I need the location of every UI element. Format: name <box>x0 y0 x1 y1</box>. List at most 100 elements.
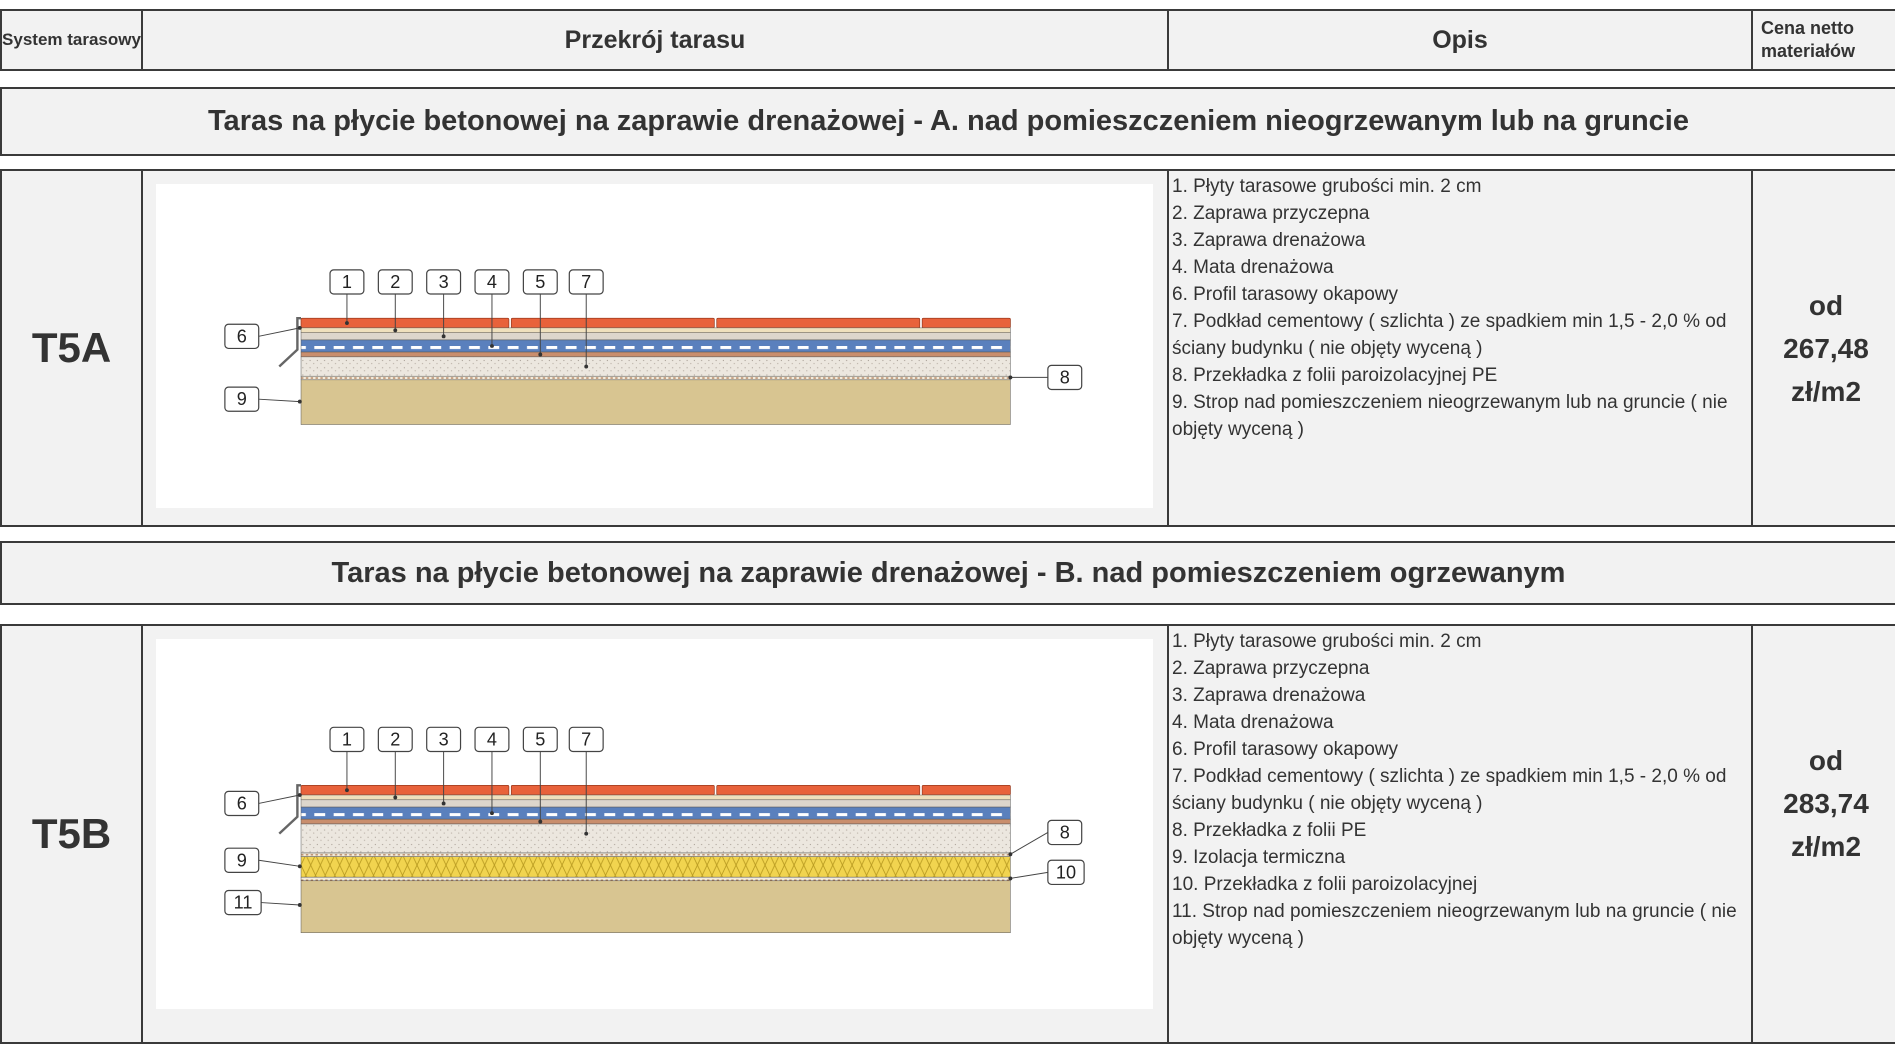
tile <box>300 317 510 329</box>
price-line: od <box>1808 289 1844 321</box>
description-item: 2. Zaprawa przyczepna <box>1172 203 1370 224</box>
layer-drain <box>300 332 1011 341</box>
layer-mat <box>300 339 1011 353</box>
callout-label: 3 <box>439 272 449 292</box>
system-code: T5A <box>31 324 112 371</box>
description-item: 6. Profil tarasowy okapowy <box>1172 739 1398 760</box>
system-row: T5B 1. Płyty tarasowe grubości min. 2 cm 2… <box>0 624 1895 1044</box>
divider <box>1751 11 1753 69</box>
leader <box>1010 832 1049 855</box>
header-row: System tarasowy Przekrój tarasu Opis Cen… <box>0 9 1895 71</box>
tile <box>300 784 510 796</box>
callout-box <box>224 847 260 873</box>
divider <box>141 171 143 525</box>
price: od 267,48 zł/m2 <box>1753 171 1895 525</box>
callout-label: 7 <box>581 272 591 292</box>
layer-mortar <box>300 794 1011 801</box>
divider <box>1751 171 1753 525</box>
leader-dot <box>297 325 302 330</box>
leader-dot <box>490 344 494 348</box>
callout-label: 11 <box>234 893 253 913</box>
tile <box>510 784 715 796</box>
callout-label: 6 <box>237 326 247 346</box>
leader-dot <box>1008 375 1013 380</box>
callout-box <box>568 269 604 295</box>
leader-dot <box>297 864 302 869</box>
callout-label: 5 <box>535 729 545 749</box>
description-item: 9. Izolacja termiczna <box>1172 847 1346 868</box>
callout-label: 8 <box>1060 367 1070 387</box>
callout-box <box>1047 364 1083 391</box>
leader <box>258 398 300 403</box>
callout-box <box>377 269 413 295</box>
leader-dot <box>441 334 446 339</box>
layer-ins <box>300 856 1011 878</box>
description-item: 4. Mata drenażowa <box>1172 257 1334 278</box>
section-title: Taras na płycie betonowej na zaprawie dr… <box>0 541 1895 605</box>
diagram: 1 2 3 4 5 7 6 9 11 8 10 <box>224 726 1085 934</box>
layer-mat <box>300 806 1011 820</box>
description-item: 8. Przekładka z folii paroizolacyjnej PE <box>1172 365 1498 386</box>
layer-screed <box>300 823 1011 854</box>
layer-foil <box>300 375 1011 381</box>
description-item: 7. Podkład cementowy ( szlichta ) ze spa… <box>1172 311 1727 359</box>
callout-label: 1 <box>342 729 352 749</box>
leader-dot <box>441 801 446 806</box>
tile <box>921 317 1011 329</box>
leader-dot <box>584 364 589 369</box>
section-title-text: Taras na płycie betonowej na zaprawie dr… <box>208 105 1689 137</box>
leader-dot <box>297 793 302 797</box>
page: System tarasowy Przekrój tarasu Opis Cen… <box>0 9 1895 1044</box>
callout-box <box>522 269 558 295</box>
leader-dot <box>538 352 543 357</box>
leader-dot <box>297 399 302 404</box>
leader-dot <box>297 903 302 907</box>
description-item: 3. Zaprawa drenażowa <box>1172 685 1366 706</box>
leader-dot <box>538 819 543 824</box>
layer-brown <box>300 351 1011 358</box>
edge-profile <box>278 316 302 368</box>
callout-box <box>329 726 365 753</box>
callout-box <box>377 726 413 753</box>
price-line: zł/m2 <box>1790 830 1862 862</box>
description-item: 8. Przekładka z folii PE <box>1172 820 1367 841</box>
price-line: od <box>1808 744 1844 776</box>
leader-dot <box>345 321 349 325</box>
callout-label: 9 <box>237 389 247 409</box>
edge-profile <box>278 784 302 835</box>
divider <box>141 11 143 69</box>
callout-box <box>224 323 260 350</box>
description-item: 3. Zaprawa drenażowa <box>1172 230 1366 251</box>
diagram: 1 2 3 4 5 7 6 9 8 <box>224 269 1083 425</box>
leader <box>258 327 300 337</box>
price-line: zł/m2 <box>1790 375 1862 407</box>
divider <box>141 626 143 1042</box>
callout-label: 2 <box>390 272 400 292</box>
tile <box>921 784 1011 796</box>
callout-label: 9 <box>237 850 247 870</box>
divider <box>1167 626 1169 1042</box>
diagram-image: 1 2 3 4 5 7 6 9 11 8 10 <box>156 639 1153 1009</box>
leader <box>261 902 300 906</box>
layer-screed <box>300 356 1011 377</box>
header-cell: Opis <box>1432 25 1488 54</box>
callout-label: 8 <box>1060 823 1070 843</box>
callout-label: 5 <box>535 272 545 292</box>
divider <box>1751 626 1753 1042</box>
diagram-image: 1 2 3 4 5 7 6 9 8 <box>156 184 1153 508</box>
tile <box>716 317 921 329</box>
callout-label: 2 <box>390 729 400 749</box>
system-code: T5B <box>31 810 112 857</box>
layer-drain <box>300 799 1011 808</box>
leader <box>1010 871 1048 879</box>
tile <box>716 784 921 796</box>
description-item: 11. Strop nad pomieszczeniem nieogrzewan… <box>1172 901 1737 949</box>
price-line: 283,74 <box>1783 787 1869 819</box>
description: 1. Płyty tarasowe grubości min. 2 cm 2. Z… <box>1172 628 1750 952</box>
layer-brown <box>300 818 1011 825</box>
callout-box <box>1047 859 1085 886</box>
section-title: Taras na płycie betonowej na zaprawie dr… <box>0 87 1895 156</box>
callout-box <box>329 269 365 295</box>
header-cell: Przekrój tarasu <box>564 25 746 54</box>
callout-label: 4 <box>487 729 497 749</box>
